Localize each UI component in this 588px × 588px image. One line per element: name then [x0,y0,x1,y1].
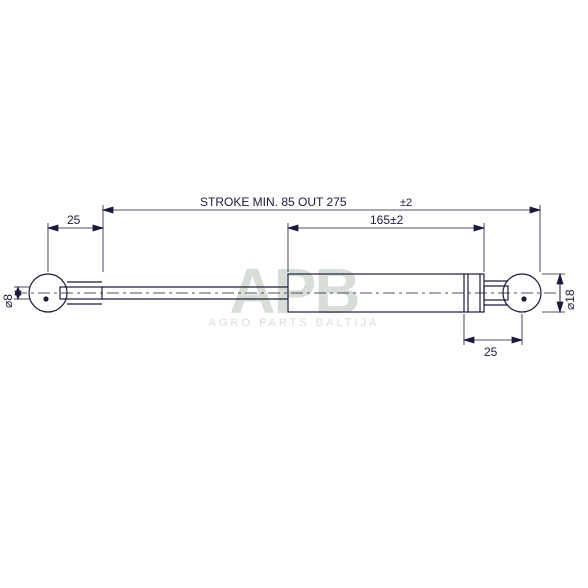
left-eye-dim: 25 [67,213,81,227]
stroke-tolerance: ±2 [400,197,412,209]
dimension-lines [14,205,565,345]
rod-dia-dim: ⌀8 [1,294,15,308]
right-eye-dim: 25 [484,345,498,359]
dimension-labels: STROKE MIN. 85 OUT 275 ±2 25 165±2 25 ⌀8… [1,195,577,359]
cyl-dia-dim: ⌀18 [563,289,577,310]
technical-drawing: STROKE MIN. 85 OUT 275 ±2 25 165±2 25 ⌀8… [0,0,588,588]
stroke-label: STROKE MIN. 85 OUT 275 [200,195,347,209]
cylinder-len-dim: 165±2 [370,213,404,227]
